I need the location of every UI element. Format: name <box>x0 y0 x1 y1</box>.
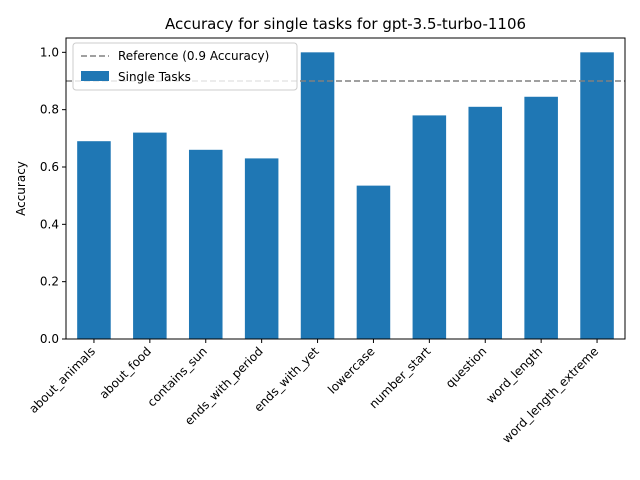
y-axis-label: Accuracy <box>14 161 28 216</box>
bar-word_length <box>524 96 558 340</box>
x-tick-label-about_animals: about_animals <box>26 344 98 416</box>
y-axis: 0.0 0.2 0.4 0.6 0.8 1.0 <box>40 45 66 346</box>
y-tick-label: 0.6 <box>40 160 59 174</box>
x-tick-label-about_food: about_food <box>97 344 154 401</box>
x-tick-label-word_length: word_length <box>483 344 545 406</box>
x-tick-label-question: question <box>443 344 490 391</box>
bar-question <box>468 106 503 339</box>
bar-number_start <box>412 115 447 340</box>
x-tick-label-lowercase: lowercase <box>325 344 377 396</box>
bar-about_animals <box>77 141 111 339</box>
bar-contains_sun <box>188 149 223 339</box>
bar-ends_with_yet <box>300 52 335 339</box>
y-tick-label: 0.4 <box>40 217 59 231</box>
bar-about_food <box>133 132 167 339</box>
chart-title: Accuracy for single tasks for gpt-3.5-tu… <box>165 15 526 33</box>
y-tick-label: 0.0 <box>40 332 59 346</box>
legend-series-label: Single Tasks <box>118 70 191 84</box>
bar-word_length_extreme <box>580 52 614 339</box>
x-axis: about_animalsabout_foodcontains_sunends_… <box>26 339 601 446</box>
y-tick-label: 1.0 <box>40 45 59 59</box>
legend-reference-label: Reference (0.9 Accuracy) <box>118 49 269 63</box>
bars-group <box>77 52 614 340</box>
y-tick-label: 0.2 <box>40 275 59 289</box>
y-tick-label: 0.8 <box>40 103 59 117</box>
legend: Reference (0.9 Accuracy) Single Tasks <box>72 42 298 91</box>
bar-ends_with_period <box>244 158 279 339</box>
bar-lowercase <box>356 185 391 339</box>
plot-frame <box>65 37 626 340</box>
legend-box <box>72 42 298 91</box>
legend-series-swatch <box>81 71 109 81</box>
x-tick-label-word_length_extreme: word_length_extreme <box>499 344 601 446</box>
